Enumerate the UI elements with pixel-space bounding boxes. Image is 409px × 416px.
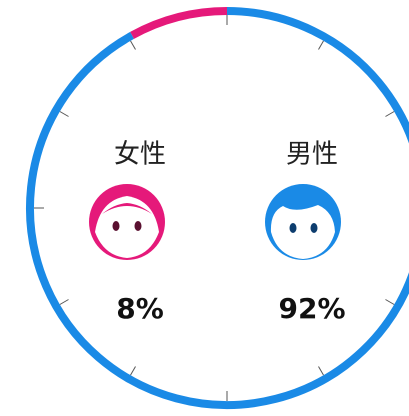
- tick: [318, 40, 324, 50]
- tick: [385, 111, 395, 117]
- tick: [318, 366, 324, 376]
- labels: 女性 8% 男性 92%: [114, 140, 346, 326]
- tick: [385, 299, 395, 305]
- value-label: 8%: [116, 292, 164, 325]
- ring: [26, 7, 409, 409]
- ring-segment: [130, 7, 228, 39]
- clock-ticks: [34, 15, 395, 401]
- tick: [130, 40, 136, 50]
- male-icon: [265, 184, 341, 260]
- value-label: 92%: [278, 292, 345, 325]
- category-label: 女性: [114, 140, 166, 170]
- ring-segment: [26, 7, 409, 409]
- tick: [59, 299, 69, 305]
- tick: [59, 111, 69, 117]
- tick: [130, 366, 136, 376]
- category-label: 男性: [286, 140, 338, 170]
- female-icon: [89, 184, 165, 260]
